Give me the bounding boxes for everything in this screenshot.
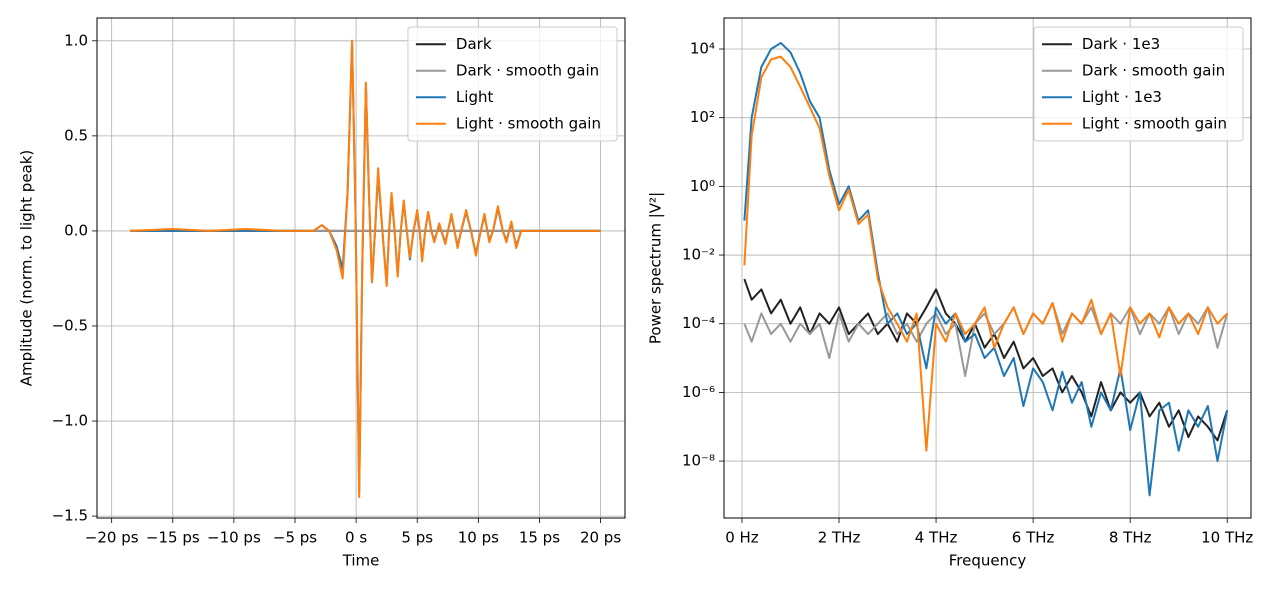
legend-label: Dark · smooth gain [456, 61, 599, 79]
legend-label: Light · smooth gain [456, 114, 601, 132]
y-tick-label: 10⁻⁴ [682, 314, 715, 332]
series-line [743, 55, 1228, 452]
x-tick-label: 10 THz [1201, 529, 1253, 547]
y-tick-label: −1.0 [52, 412, 88, 430]
y-tick-label: 0.5 [64, 126, 88, 144]
legend-label: Light · smooth gain [1082, 114, 1227, 132]
x-tick-label: 5 ps [401, 529, 433, 547]
x-tick-label: −15 ps [146, 529, 200, 547]
legend-label: Light [456, 88, 494, 106]
series-line [129, 39, 601, 499]
legend: Dark Dark · smooth gain Light Light · smoot… [407, 26, 618, 142]
x-tick-label: 8 THz [1109, 529, 1152, 547]
y-tick-label: −0.5 [52, 316, 88, 334]
series-line [743, 278, 1229, 442]
y-tick-label: 10⁻⁸ [682, 452, 715, 470]
x-tick-label: 0 s [345, 529, 367, 547]
series-line [743, 41, 1229, 497]
x-tick-label: −20 ps [85, 529, 139, 547]
x-tick-label: −5 ps [273, 529, 317, 547]
legend-label: Dark · smooth gain [1082, 61, 1225, 79]
chart-panel: 0 Hz 2 THz 4 THz 6 THz 8 THz 10 THz 10⁻⁸ 10⁻⁶ 10… [647, 17, 1253, 570]
axes-frame [96, 17, 626, 519]
legend-label: Dark · 1e3 [1082, 35, 1160, 53]
y-tick-label: 10⁻⁶ [682, 383, 715, 401]
x-tick-label: 20 ps [580, 529, 621, 547]
chart-panel: −20 ps −15 ps −10 ps −5 ps 0 s 5 ps 10 ps 15 ps… [18, 17, 626, 570]
y-tick-label: 0.0 [64, 221, 88, 239]
x-tick-label: 4 THz [915, 529, 958, 547]
legend-box [407, 26, 618, 142]
x-tick-label: 15 ps [519, 529, 560, 547]
x-tick-label: 10 ps [458, 529, 499, 547]
x-tick-label: 0 Hz [725, 529, 759, 547]
x-tick-label: 6 THz [1012, 529, 1055, 547]
axes-frame [723, 17, 1252, 519]
x-tick-label: −10 ps [207, 529, 261, 547]
legend: Dark · 1e3 Dark · smooth gain Light · 1e3 L… [1033, 26, 1244, 142]
y-axis-label: Amplitude (norm. to light peak) [18, 150, 36, 387]
series-line [743, 302, 1229, 378]
y-tick-label: 1.0 [64, 31, 88, 49]
y-tick-label: −1.5 [52, 507, 88, 525]
y-tick-label: 10⁴ [690, 40, 715, 58]
y-axis-label: Power spectrum |V²| [647, 192, 665, 344]
y-tick-label: 10⁻² [682, 246, 715, 264]
x-axis-label: Time [342, 552, 380, 570]
x-axis-label: Frequency [949, 552, 1027, 570]
y-tick-label: 10⁰ [690, 177, 715, 195]
legend-label: Dark [456, 35, 492, 53]
legend-box [1033, 26, 1244, 142]
legend-label: Light · 1e3 [1082, 88, 1162, 106]
x-tick-label: 2 THz [818, 529, 861, 547]
y-tick-label: 10² [690, 108, 715, 126]
